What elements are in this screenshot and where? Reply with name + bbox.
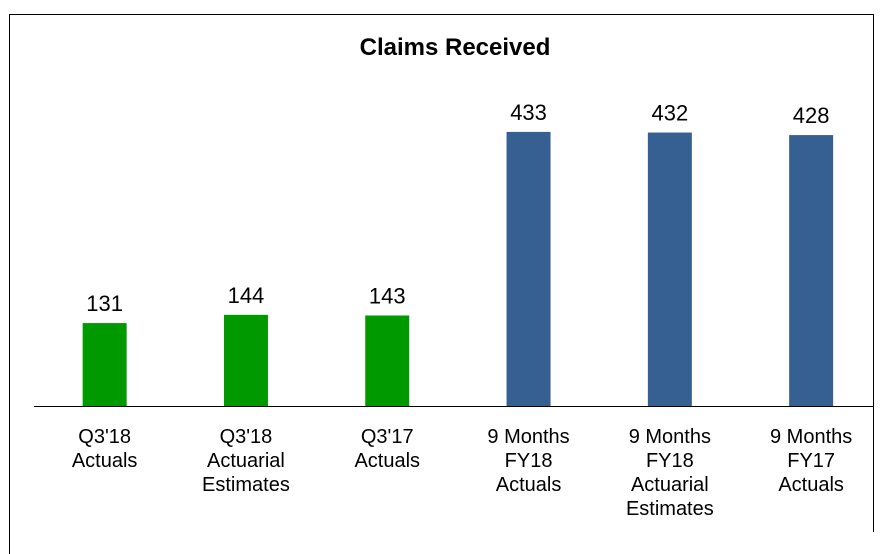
bar	[789, 135, 834, 407]
x-tick-label: 9 Months FY18 Actuals	[487, 426, 570, 496]
value-label: 131	[86, 291, 123, 316]
bar	[365, 315, 410, 406]
x-tick-label: 9 Months FY17 Actuals	[770, 426, 853, 496]
x-tick-label: 9 Months FY18 Actuarial Estimates	[625, 426, 714, 520]
bar	[647, 132, 692, 406]
value-label: 144	[228, 283, 265, 308]
bar	[82, 323, 127, 406]
bar	[223, 314, 268, 406]
x-tick-label: Q3'18 Actuarial Estimates	[202, 426, 290, 496]
bar	[506, 131, 551, 406]
x-tick-label: Q3'17 Actuals	[354, 426, 421, 472]
value-label: 143	[369, 283, 406, 308]
chart-title: Claims Received	[360, 34, 551, 61]
value-label: 432	[651, 101, 688, 126]
value-label: 433	[510, 100, 547, 125]
value-label: 428	[793, 103, 830, 128]
x-tick-label: Q3'18 Actuals	[71, 426, 138, 472]
